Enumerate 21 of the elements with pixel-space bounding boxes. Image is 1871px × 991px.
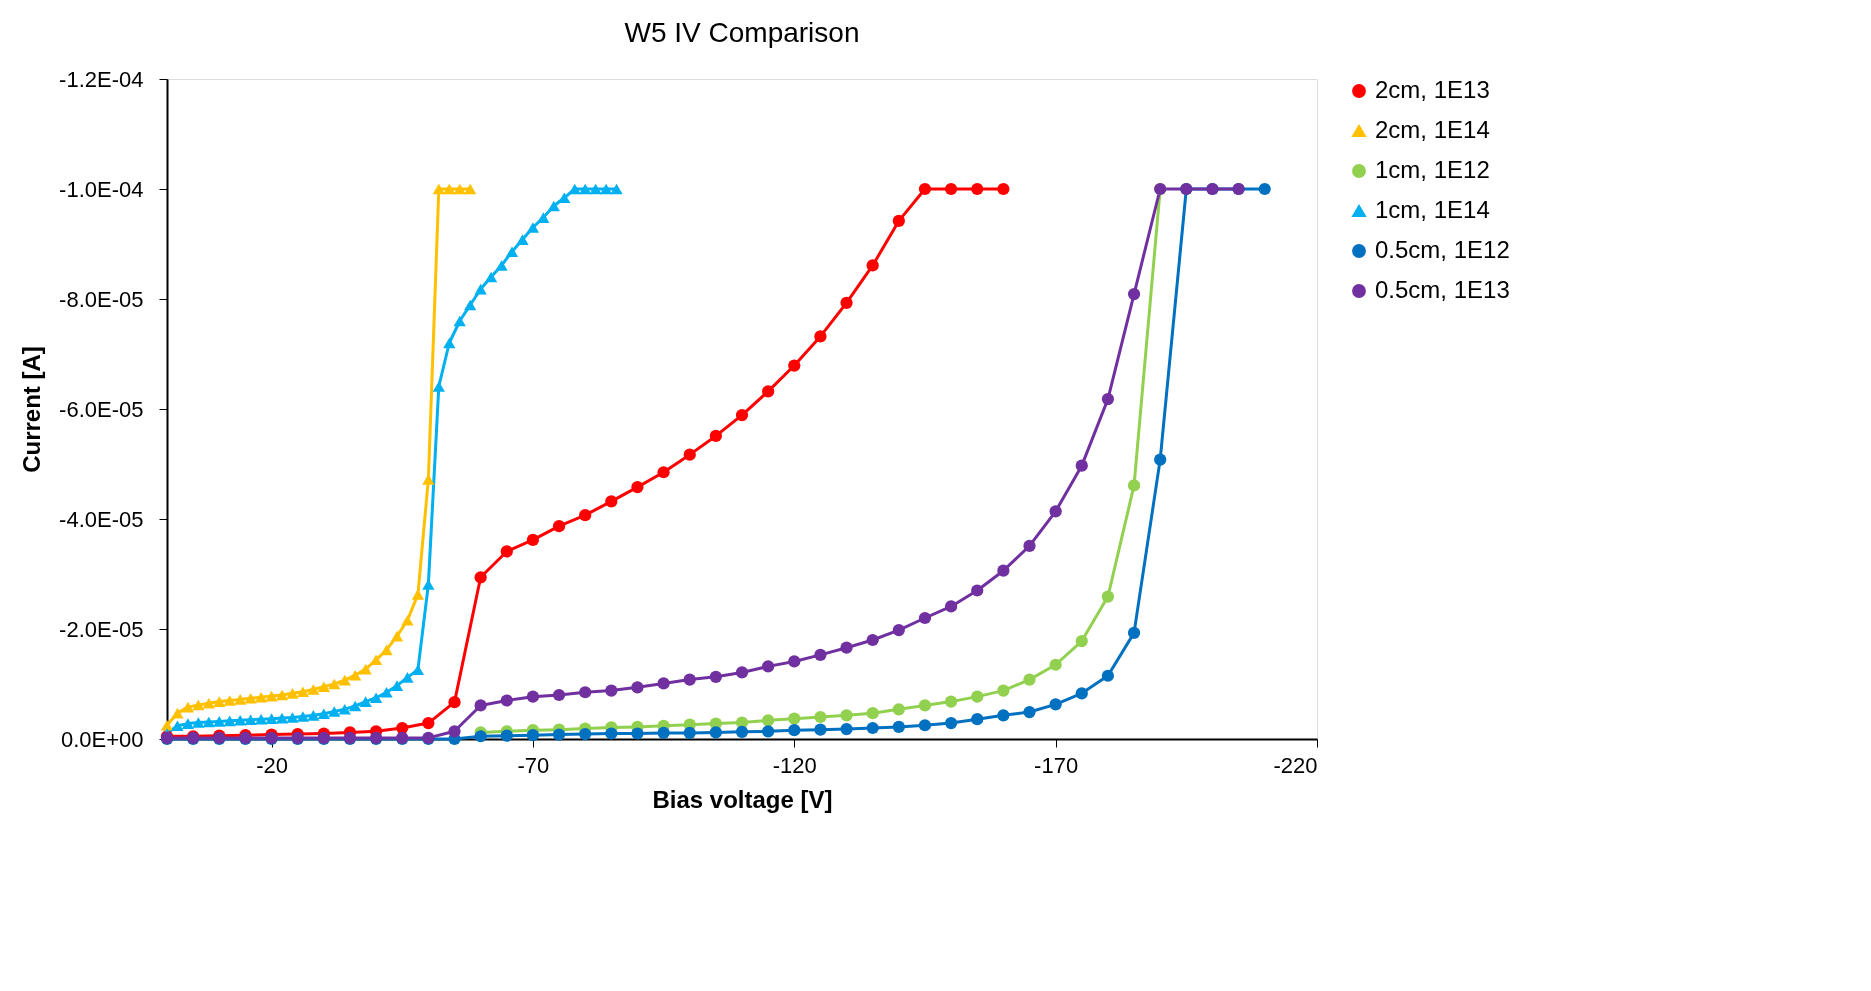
y-tick-label: -2.0E-05 bbox=[59, 616, 144, 642]
y-tick-label: -1.0E-04 bbox=[59, 176, 144, 202]
y-tick-label: -4.0E-05 bbox=[59, 506, 144, 532]
legend-label: 1cm, 1E12 bbox=[1375, 156, 1490, 183]
x-tick-label: -120 bbox=[772, 752, 817, 778]
x-axis-title: Bias voltage [V] bbox=[652, 785, 833, 813]
legend-label: 2cm, 1E14 bbox=[1375, 116, 1490, 143]
legend-label: 0.5cm, 1E13 bbox=[1375, 276, 1510, 303]
y-axis-title: Current [A] bbox=[18, 346, 46, 473]
legend-label: 1cm, 1E14 bbox=[1375, 196, 1490, 223]
legend-label: 0.5cm, 1E12 bbox=[1375, 236, 1510, 263]
y-tick-label: -1.2E-04 bbox=[59, 66, 144, 92]
x-tick-label: -220 bbox=[1273, 752, 1318, 778]
x-tick-label: -70 bbox=[517, 752, 550, 778]
y-tick-label: -6.0E-05 bbox=[59, 396, 144, 422]
legend-label: 2cm, 1E13 bbox=[1375, 76, 1490, 103]
chart-title: W5 IV Comparison bbox=[624, 17, 860, 48]
x-tick-label: -170 bbox=[1034, 752, 1079, 778]
y-tick-label: 0.0E+00 bbox=[60, 726, 144, 752]
y-tick-label: -8.0E-05 bbox=[59, 286, 144, 312]
x-tick-label: -20 bbox=[256, 752, 288, 778]
